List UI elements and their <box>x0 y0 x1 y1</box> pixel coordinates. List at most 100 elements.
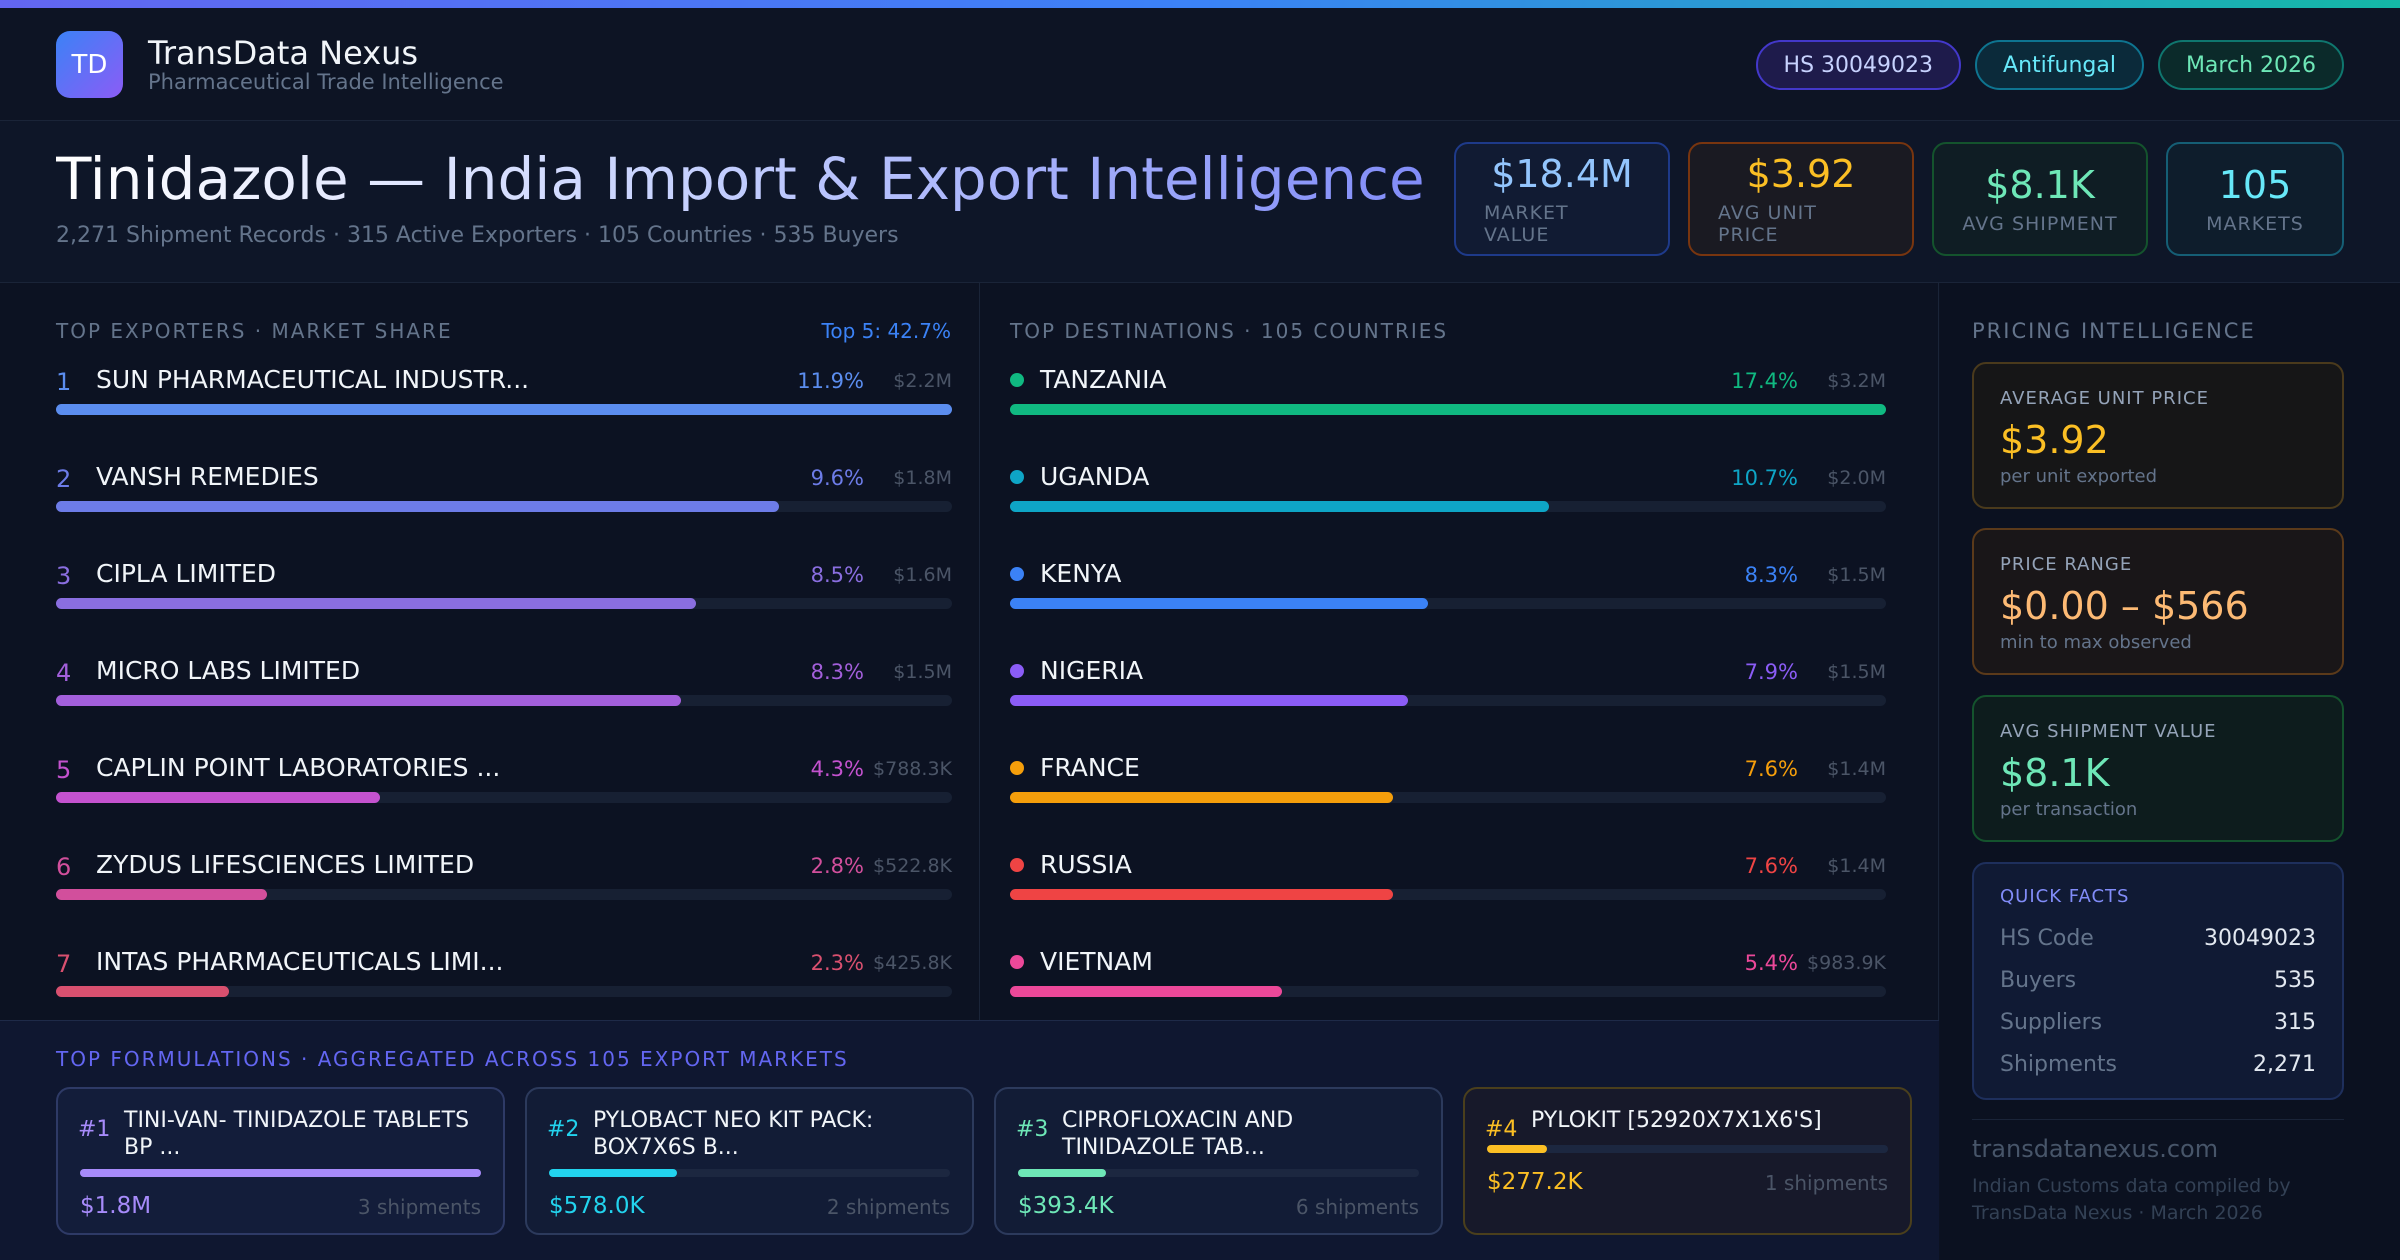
share-bar-fill <box>56 986 230 997</box>
country-share: 8.3% <box>1744 563 1798 587</box>
card-label: PRICE RANGE <box>2000 554 2133 575</box>
formulation-name: CIPROFLOXACIN AND TINIDAZOLE TAB... <box>1062 1108 1294 1160</box>
exporter-rank: 3 <box>56 562 72 590</box>
brand-logo[interactable]: TD <box>56 31 123 98</box>
kpi-value: $3.92 <box>1746 152 1856 196</box>
formulation-rank: #3 <box>1016 1117 1049 1142</box>
country-name: RUSSIA <box>1040 850 1132 879</box>
formulation-shipments: 3 shipments <box>357 1195 481 1219</box>
share-bar-fill <box>56 695 681 706</box>
destination-row[interactable]: NIGERIA 7.9% $1.5M <box>1010 656 1886 716</box>
share-bar-fill <box>1010 404 1886 415</box>
share-bar-track <box>56 792 952 803</box>
share-bar-track <box>1010 792 1886 803</box>
exporter-row[interactable]: 5 CAPLIN POINT LABORATORIES ... 4.3% $788.3… <box>56 753 952 813</box>
exporter-value: $522.8K <box>873 855 952 877</box>
fact-value: 535 <box>2274 968 2316 993</box>
share-bar-track <box>1010 404 1886 415</box>
card-value: $3.92 <box>2000 418 2109 462</box>
share-bar-fill <box>1010 986 1282 997</box>
destination-row[interactable]: UGANDA 10.7% $2.0M <box>1010 462 1886 522</box>
formulation-card[interactable]: #1 TINI-VAN- TINIDAZOLE TABLETS BP ... $1.… <box>56 1087 505 1235</box>
country-share: 7.6% <box>1744 757 1798 781</box>
exporter-name: MICRO LABS LIMITED <box>96 656 361 685</box>
formulation-shipments: 1 shipments <box>1764 1171 1888 1195</box>
fact-row: HS Code 30049023 <box>2000 926 2316 956</box>
destinations-heading: TOP DESTINATIONS · 105 COUNTRIES <box>1010 319 1449 343</box>
quick-facts-heading: QUICK FACTS <box>2000 886 2130 907</box>
formulation-value: $1.8M <box>80 1193 152 1219</box>
fact-row: Shipments 2,271 <box>2000 1052 2316 1082</box>
pricing-sidebar: PRICING INTELLIGENCE AVERAGE UNIT PRICE … <box>1940 283 2400 1260</box>
page-subtitle: 2,271 Shipment Records · 315 Active Expo… <box>56 223 899 248</box>
date-pill[interactable]: March 2026 <box>2157 40 2344 90</box>
category-pill[interactable]: Antifungal <box>1975 40 2144 90</box>
exporter-value: $1.5M <box>893 661 952 683</box>
destination-row[interactable]: TANZANIA 17.4% $3.2M <box>1010 365 1886 425</box>
destination-row[interactable]: VIETNAM 5.4% $983.9K <box>1010 947 1886 1007</box>
exporters-panel: TOP EXPORTERS · MARKET SHARE Top 5: 42.7… <box>0 283 980 1020</box>
exporter-share: 2.3% <box>810 951 864 975</box>
share-bar-fill <box>56 889 267 900</box>
share-bar-fill <box>1010 889 1393 900</box>
country-dot-icon <box>1010 470 1024 484</box>
exporter-rank: 4 <box>56 659 72 687</box>
exporter-rank: 1 <box>56 368 72 396</box>
exporter-row[interactable]: 2 VANSH REMEDIES 9.6% $1.8M <box>56 462 952 522</box>
exporter-rank: 7 <box>56 950 72 978</box>
destination-row[interactable]: KENYA 8.3% $1.5M <box>1010 559 1886 619</box>
kpi-value: 105 <box>2218 163 2292 207</box>
quick-facts-card: QUICK FACTS HS Code 30049023 Buyers 535 … <box>1972 862 2344 1100</box>
share-bar-fill <box>1010 501 1549 512</box>
country-name: VIETNAM <box>1040 947 1153 976</box>
formulation-rank: #4 <box>1485 1117 1518 1142</box>
brand-name: TransData Nexus <box>148 34 419 72</box>
exporter-rank: 6 <box>56 853 72 881</box>
destination-row[interactable]: FRANCE 7.6% $1.4M <box>1010 753 1886 813</box>
country-share: 10.7% <box>1731 466 1798 490</box>
footer-site-link[interactable]: transdatanexus.com <box>1972 1135 2219 1163</box>
fact-key: HS Code <box>2000 926 2094 951</box>
kpi-markets: 105 MARKETS <box>2166 142 2344 256</box>
hs-code-pill[interactable]: HS 30049023 <box>1755 40 1962 90</box>
pricing-heading: PRICING INTELLIGENCE <box>1972 319 2256 343</box>
destination-row[interactable]: RUSSIA 7.6% $1.4M <box>1010 850 1886 910</box>
country-value: $1.4M <box>1827 758 1886 780</box>
footer-note: Indian Customs data compiled by TransDat… <box>1972 1175 2291 1224</box>
country-value: $3.2M <box>1827 370 1886 392</box>
country-dot-icon <box>1010 567 1024 581</box>
country-name: KENYA <box>1040 559 1122 588</box>
kpi-avg-shipment: $8.1K AVG SHIPMENT <box>1932 142 2148 256</box>
formulation-card[interactable]: #2 PYLOBACT NEO KIT PACK: BOX7X6S B... $57… <box>525 1087 974 1235</box>
exporter-row[interactable]: 1 SUN PHARMACEUTICAL INDUSTR... 11.9% $2.2M <box>56 365 952 425</box>
exporter-row[interactable]: 7 INTAS PHARMACEUTICALS LIMI... 2.3% $425.8… <box>56 947 952 1007</box>
value-bar-track <box>549 1169 950 1177</box>
card-label: AVG SHIPMENT VALUE <box>2000 721 2217 742</box>
formulation-shipments: 6 shipments <box>1295 1195 1419 1219</box>
exporter-row[interactable]: 3 CIPLA LIMITED 8.5% $1.6M <box>56 559 952 619</box>
exporter-name: VANSH REMEDIES <box>96 462 319 491</box>
exporter-name: INTAS PHARMACEUTICALS LIMI... <box>96 947 504 976</box>
fact-key: Shipments <box>2000 1052 2117 1077</box>
card-subtext: per transaction <box>2000 799 2138 820</box>
kpi-label: AVG UNIT PRICE <box>1718 202 1817 246</box>
kpi-market-value: $18.4M MARKET VALUE <box>1454 142 1670 256</box>
share-bar-track <box>1010 501 1886 512</box>
country-dot-icon <box>1010 761 1024 775</box>
exporter-row[interactable]: 6 ZYDUS LIFESCIENCES LIMITED 2.8% $522.8K <box>56 850 952 910</box>
exporter-value: $425.8K <box>873 952 952 974</box>
share-bar-track <box>1010 695 1886 706</box>
country-dot-icon <box>1010 955 1024 969</box>
exporter-value: $1.6M <box>893 564 952 586</box>
share-bar-track <box>56 889 952 900</box>
country-value: $983.9K <box>1807 952 1886 974</box>
formulations-heading: TOP FORMULATIONS · AGGREGATED ACROSS 105… <box>56 1047 849 1071</box>
fact-row: Buyers 535 <box>2000 968 2316 998</box>
card-subtext: per unit exported <box>2000 466 2158 487</box>
formulation-card[interactable]: #4 PYLOKIT [52920X7X1X6'S] $277.2K 1 shipme… <box>1463 1087 1912 1235</box>
country-value: $2.0M <box>1827 467 1886 489</box>
exporter-row[interactable]: 4 MICRO LABS LIMITED 8.3% $1.5M <box>56 656 952 716</box>
exporter-rank: 2 <box>56 465 72 493</box>
formulation-card[interactable]: #3 CIPROFLOXACIN AND TINIDAZOLE TAB... $39… <box>994 1087 1443 1235</box>
country-name: TANZANIA <box>1040 365 1167 394</box>
